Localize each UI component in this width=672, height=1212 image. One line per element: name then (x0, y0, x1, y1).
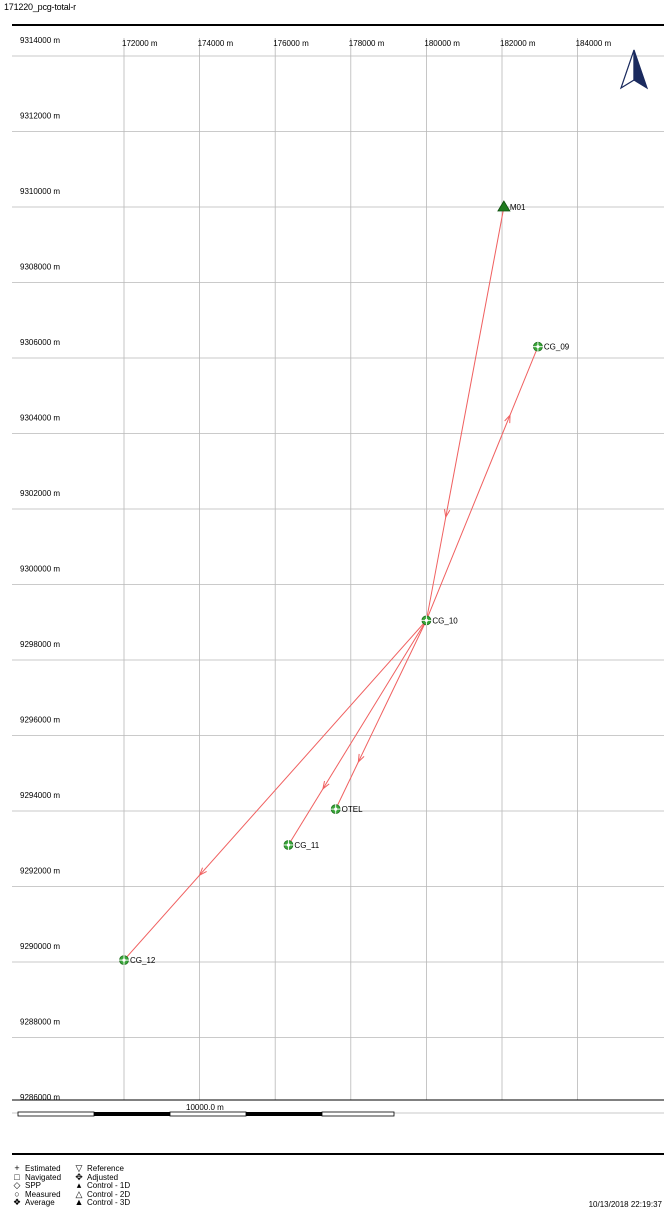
legend-item: + Estimated (12, 1163, 61, 1173)
vector-line (425, 346, 539, 621)
point-cg_10[interactable]: CG_10 (421, 615, 458, 626)
y-tick-label: 9302000 m (20, 489, 60, 498)
vector-CG_10-OTEL[interactable] (335, 620, 427, 810)
vector-line (288, 620, 427, 846)
y-tick-label: 9312000 m (20, 112, 60, 121)
point-cg_11[interactable]: CG_11 (283, 839, 320, 850)
adjusted-point-icon (283, 839, 294, 850)
square-icon: □ (14, 1171, 20, 1182)
network-plot[interactable]: 172000 m 174000 m 176000 m 178000 m 180000 m… (0, 0, 672, 1160)
legend-label: Reference (87, 1164, 124, 1173)
scale-bar-label: 10000.0 m (186, 1103, 224, 1112)
x-tick-label: 178000 m (349, 39, 385, 48)
point-m01[interactable]: M01 (497, 200, 526, 212)
legend-item: ▲ Control - 3D (74, 1197, 131, 1207)
y-tick-label: 9300000 m (20, 565, 60, 574)
legend-item: △ Control - 2D (74, 1188, 131, 1199)
circle-icon: ○ (14, 1188, 20, 1199)
y-tick-label: 9290000 m (20, 942, 60, 951)
adjusted-point-icon (532, 341, 543, 352)
y-tick-label: 9292000 m (20, 867, 60, 876)
adjusted-point-icon (119, 955, 129, 966)
baseline-vectors (123, 206, 539, 961)
legend-item: ▽ Reference (74, 1164, 124, 1173)
y-tick-label: 9308000 m (20, 263, 60, 272)
legend-label: Control - 3D (87, 1198, 131, 1207)
legend: + Estimated □ Navigated ◇ SPP ○ Measured ❖ Averag… (12, 1164, 182, 1212)
legend-item: ✥ Adjusted (74, 1171, 119, 1182)
grid-layer (12, 38, 664, 1114)
adjusted-point-icon (330, 804, 341, 815)
map-title: 171220_pcg-total-r (4, 2, 76, 12)
y-tick-label: 9296000 m (20, 716, 60, 725)
point-label: CG_10 (432, 616, 458, 625)
vector-arrowhead (198, 867, 207, 877)
triangle-small-icon: ▴ (76, 1180, 82, 1190)
timestamp: 10/13/2018 22:19:37 (588, 1200, 662, 1209)
plus-icon: + (14, 1163, 20, 1173)
legend-item: ▴ Control - 1D (74, 1181, 130, 1190)
triangle-outline-icon: △ (75, 1188, 83, 1199)
vector-M01-CG_10[interactable] (425, 206, 505, 621)
point-cg_12[interactable]: CG_12 (119, 955, 156, 966)
y-tick-label: 9310000 m (20, 187, 60, 196)
legend-item: □ Navigated (12, 1171, 62, 1182)
average-icon: ❖ (12, 1197, 22, 1207)
legend-label: Control - 1D (87, 1181, 131, 1190)
vector-arrowhead (322, 780, 330, 791)
adjusted-icon: ✥ (75, 1171, 83, 1182)
vector-CG_10-CG_09[interactable] (425, 346, 539, 621)
legend-item: ◇ SPP (12, 1181, 41, 1190)
point-cg_09[interactable]: CG_09 (532, 341, 570, 352)
survey-points: M01 CG_09 CG_10 OTEL CG_11 CG_12 (119, 200, 570, 966)
legend-label: Average (25, 1198, 55, 1207)
triangle-filled-icon: ▲ (74, 1197, 84, 1207)
y-tick-label: 9306000 m (20, 338, 60, 347)
legend-label: Adjusted (87, 1172, 119, 1182)
legend-label: SPP (25, 1181, 42, 1190)
control-3d-icon (497, 200, 511, 212)
x-tick-label: 176000 m (273, 39, 309, 48)
legend-item: ○ Measured (12, 1188, 61, 1199)
legend-label: Estimated (25, 1164, 61, 1173)
legend-item: ❖ Average (12, 1198, 55, 1207)
vector-arrowhead (504, 413, 511, 424)
legend-label: Control - 2D (87, 1189, 131, 1199)
point-otel[interactable]: OTEL (330, 804, 363, 815)
x-tick-label: 174000 m (198, 39, 234, 48)
triangle-down-icon: ▽ (75, 1163, 83, 1173)
y-tick-label: 9314000 m (20, 36, 60, 45)
point-label: CG_09 (544, 343, 570, 352)
y-tick-label: 9294000 m (20, 791, 60, 800)
point-label: CG_12 (130, 956, 156, 965)
north-arrow-icon (619, 49, 649, 90)
vector-arrowhead (357, 753, 365, 764)
y-tick-label: 9288000 m (20, 1018, 60, 1027)
vector-CG_10-CG_12[interactable] (123, 620, 427, 961)
x-tick-label: 184000 m (576, 39, 612, 48)
diamond-icon: ◇ (13, 1180, 21, 1190)
vector-CG_10-CG_11[interactable] (288, 620, 427, 846)
y-tick-label: 9298000 m (20, 640, 60, 649)
y-tick-label: 9286000 m (20, 1093, 60, 1102)
x-tick-label: 180000 m (424, 39, 460, 48)
legend-label: Navigated (25, 1172, 62, 1182)
adjusted-point-icon (421, 615, 432, 626)
point-label: CG_11 (294, 841, 319, 850)
vector-line (425, 206, 505, 621)
point-label: OTEL (342, 805, 363, 814)
vector-line (123, 620, 427, 961)
y-tick-label: 9304000 m (20, 414, 60, 423)
y-tick-labels: 9314000 m 9312000 m 9310000 m 9308000 m 9306… (20, 36, 60, 1102)
legend-label: Measured (25, 1189, 61, 1199)
vector-arrowhead (443, 509, 451, 519)
x-tick-label: 172000 m (122, 39, 158, 48)
point-label: M01 (510, 203, 526, 212)
x-tick-labels: 172000 m 174000 m 176000 m 178000 m 180000 m… (122, 39, 612, 48)
x-tick-label: 182000 m (500, 39, 536, 48)
vector-line (335, 620, 427, 810)
scale-bar: 10000.0 m (17, 1103, 395, 1117)
